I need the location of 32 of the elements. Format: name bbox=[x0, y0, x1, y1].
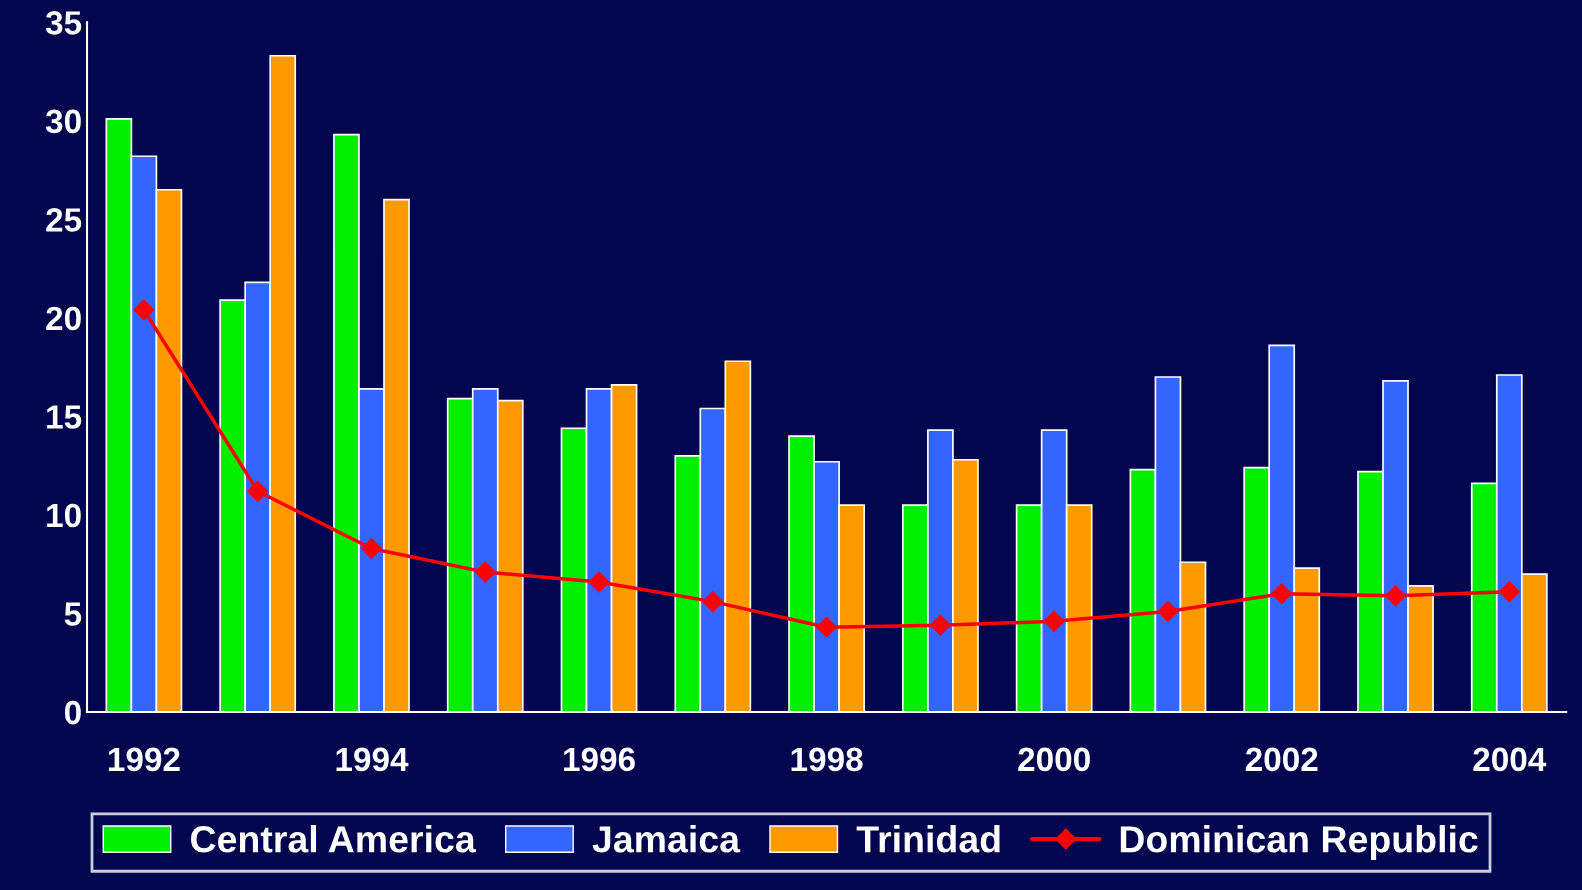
y-tick-label: 25 bbox=[46, 208, 82, 232]
point bbox=[816, 616, 838, 638]
y-tick-label: 15 bbox=[47, 405, 82, 429]
point bbox=[1498, 581, 1520, 603]
point bbox=[247, 480, 269, 502]
x-tick-label: 2000 bbox=[1018, 747, 1090, 772]
y-tick-label: 0 bbox=[64, 700, 81, 725]
y-tick-label: 10 bbox=[47, 503, 81, 528]
point bbox=[1043, 610, 1065, 632]
point bbox=[474, 561, 496, 583]
point bbox=[702, 591, 724, 613]
x-tick-label: 2004 bbox=[1473, 747, 1547, 772]
point bbox=[588, 571, 610, 593]
x-tick-label: 1994 bbox=[336, 747, 409, 772]
y-tick-label: 35 bbox=[45, 11, 82, 35]
x-tick-label: 1998 bbox=[791, 747, 863, 772]
point bbox=[133, 299, 155, 321]
legend-label: Trinidad bbox=[856, 825, 1000, 853]
point bbox=[1157, 600, 1179, 623]
point bbox=[929, 614, 951, 636]
point bbox=[1271, 583, 1293, 605]
point bbox=[360, 537, 382, 559]
legend-label: Dominican Republic bbox=[1120, 825, 1478, 860]
x-tick-label: 1996 bbox=[564, 747, 635, 772]
legend-label: Central America bbox=[191, 825, 476, 853]
x-tick-label: 2002 bbox=[1245, 747, 1318, 772]
y-tick-label: 30 bbox=[45, 109, 81, 134]
y-tick-label: 5 bbox=[64, 602, 82, 626]
point bbox=[1384, 585, 1407, 607]
legend-label: Jamaica bbox=[592, 825, 741, 853]
x-tick-label: 1992 bbox=[108, 747, 180, 772]
y-tick-label: 20 bbox=[46, 306, 81, 331]
